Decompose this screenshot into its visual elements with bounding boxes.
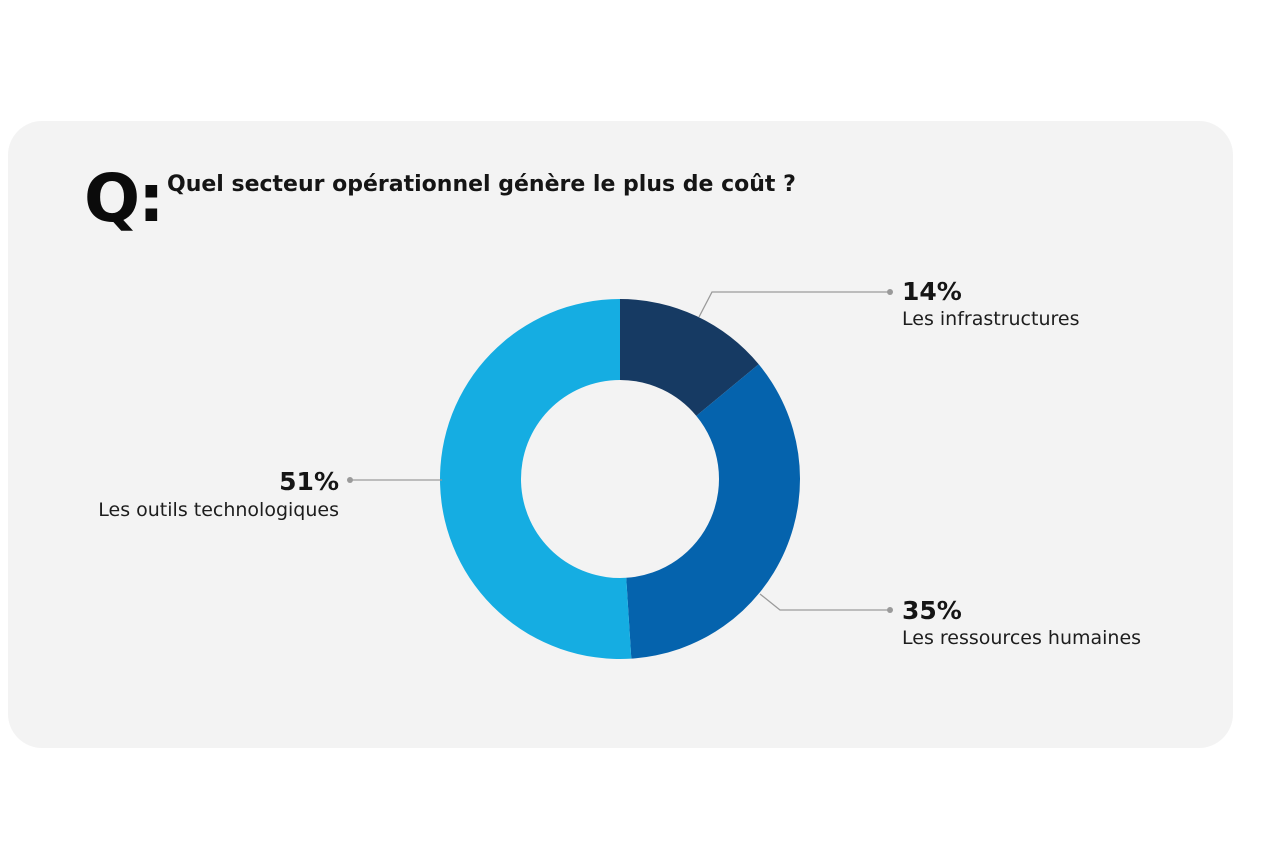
value-label-outils-technologiques: 51% [279,467,339,496]
leader-dot-outils-technologiques [347,477,353,483]
leader-dot-infrastructures [887,289,893,295]
value-label-ressources-humaines: 35% [902,596,962,625]
question-text: Quel secteur opérationnel génère le plus… [167,172,796,197]
leader-dot-ressources-humaines [887,607,893,613]
donut-slice-infrastructures [620,299,759,416]
category-label-infrastructures: Les infrastructures [902,308,1080,330]
category-label-outils-technologiques: Les outils technologiques [98,499,339,521]
donut-slice-ressources-humaines [626,364,800,659]
leader-line-ressources-humaines [759,593,888,611]
leader-line-infrastructures [698,291,888,318]
question-prefix: Q: [84,160,164,237]
value-label-infrastructures: 14% [902,277,962,306]
donut-slice-outils-technologiques [440,299,632,659]
category-label-ressources-humaines: Les ressources humaines [902,627,1142,649]
